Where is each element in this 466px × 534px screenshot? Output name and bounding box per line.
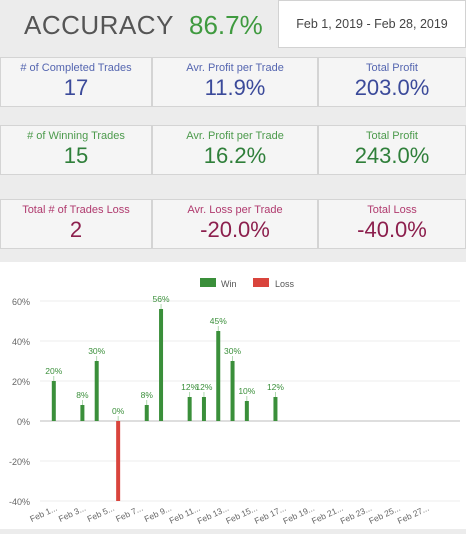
data-label: 8% bbox=[141, 390, 154, 400]
card-label: Avr. Loss per Trade bbox=[187, 204, 283, 216]
x-tick-label: Feb 23... bbox=[339, 503, 374, 526]
win-bar bbox=[201, 397, 206, 421]
legend-loss-label: Loss bbox=[275, 279, 295, 289]
loss-trades-row: Total # of Trades Loss 2 Avr. Loss per T… bbox=[0, 199, 466, 249]
data-label: 45% bbox=[210, 316, 227, 326]
x-tick-label: Feb 21... bbox=[310, 503, 345, 526]
card-value: -20.0% bbox=[200, 217, 270, 242]
win-bar bbox=[244, 401, 249, 421]
winning-trades-card: # of Winning Trades 15 bbox=[0, 125, 152, 175]
x-tick-label: Feb 1... bbox=[28, 503, 58, 524]
loss-bar bbox=[116, 421, 121, 501]
legend-win-label: Win bbox=[221, 279, 237, 289]
card-label: # of Winning Trades bbox=[27, 130, 125, 142]
win-bar bbox=[144, 405, 149, 421]
card-label: Total Loss bbox=[367, 204, 417, 216]
y-tick-label: -20% bbox=[9, 457, 30, 467]
card-value: 11.9% bbox=[204, 75, 266, 100]
x-tick-label: Feb 3... bbox=[57, 503, 87, 524]
y-tick-label: 20% bbox=[12, 377, 30, 387]
data-label: 56% bbox=[153, 294, 170, 304]
legend-loss-swatch bbox=[253, 278, 269, 287]
date-range-picker[interactable]: Feb 1, 2019 - Feb 28, 2019 bbox=[278, 0, 466, 48]
win-bar bbox=[94, 361, 99, 421]
total-win-profit-card: Total Profit 243.0% bbox=[318, 125, 466, 175]
total-profit-card: Total Profit 203.0% bbox=[318, 57, 466, 107]
data-label: 30% bbox=[88, 346, 105, 356]
x-tick-label: Feb 25... bbox=[367, 503, 402, 526]
y-tick-label: 60% bbox=[12, 297, 30, 307]
win-bar bbox=[216, 331, 221, 421]
total-loss-card: Total Loss -40.0% bbox=[318, 199, 466, 249]
trades-chart: 60% 40% 20% 0% -20% -40% Win Loss 20% 8% 30% 0% 8% 56… bbox=[0, 262, 466, 529]
x-tick-label: Feb 5... bbox=[85, 503, 115, 524]
card-value: 243.0% bbox=[354, 143, 430, 168]
win-bar bbox=[51, 381, 56, 421]
data-label: 12% bbox=[181, 382, 198, 392]
data-label: 12% bbox=[195, 382, 212, 392]
loss-trades-card: Total # of Trades Loss 2 bbox=[0, 199, 152, 249]
card-value: 16.2% bbox=[203, 143, 267, 168]
x-tick-label: Feb 13... bbox=[196, 503, 231, 526]
data-label: 0% bbox=[112, 406, 125, 416]
completed-trades-card: # of Completed Trades 17 bbox=[0, 57, 152, 107]
data-label: 8% bbox=[76, 390, 89, 400]
legend-win-swatch bbox=[200, 278, 216, 287]
card-value: 2 bbox=[69, 217, 83, 242]
win-bar bbox=[80, 405, 85, 421]
card-label: Total Profit bbox=[366, 130, 418, 142]
avg-win-profit-card: Avr. Profit per Trade 16.2% bbox=[152, 125, 318, 175]
card-value: -40.0% bbox=[357, 217, 427, 242]
win-bar bbox=[273, 397, 278, 421]
accuracy-value: 86.7% bbox=[189, 10, 263, 40]
y-tick-label: 40% bbox=[12, 337, 30, 347]
card-label: Avr. Profit per Trade bbox=[186, 62, 284, 74]
y-tick-label: -40% bbox=[9, 497, 30, 507]
card-label: Avr. Profit per Trade bbox=[186, 130, 284, 142]
x-tick-label: Feb 27... bbox=[396, 503, 431, 526]
avg-profit-card: Avr. Profit per Trade 11.9% bbox=[152, 57, 318, 107]
card-value: 17 bbox=[63, 75, 89, 100]
card-label: Total Profit bbox=[366, 62, 418, 74]
completed-trades-row: # of Completed Trades 17 Avr. Profit per… bbox=[0, 57, 466, 107]
card-value: 203.0% bbox=[354, 75, 430, 100]
x-tick-label: Feb 15... bbox=[224, 503, 259, 526]
x-tick-label: Feb 11... bbox=[168, 503, 202, 526]
x-tick-label: Feb 19... bbox=[281, 503, 316, 526]
chart-svg: 60% 40% 20% 0% -20% -40% Win Loss 20% 8% 30% 0% 8% 56… bbox=[9, 278, 460, 526]
winning-trades-row: # of Winning Trades 15 Avr. Profit per T… bbox=[0, 125, 466, 175]
avg-loss-card: Avr. Loss per Trade -20.0% bbox=[152, 199, 318, 249]
x-tick-label: Feb 17... bbox=[253, 503, 288, 526]
data-label: 12% bbox=[267, 382, 284, 392]
header: ACCURACY 86.7% Feb 1, 2019 - Feb 28, 201… bbox=[0, 0, 466, 50]
accuracy-label: ACCURACY bbox=[24, 10, 174, 40]
data-label: 20% bbox=[45, 366, 62, 376]
y-tick-label: 0% bbox=[17, 417, 30, 427]
data-label: 10% bbox=[238, 386, 255, 396]
card-label: Total # of Trades Loss bbox=[22, 204, 130, 216]
x-tick-label: Feb 7... bbox=[114, 503, 144, 524]
win-bar bbox=[187, 397, 192, 421]
card-value: 15 bbox=[63, 143, 89, 168]
win-bar bbox=[230, 361, 235, 421]
data-label: 30% bbox=[224, 346, 241, 356]
win-bar bbox=[159, 309, 164, 421]
card-label: # of Completed Trades bbox=[20, 62, 132, 74]
